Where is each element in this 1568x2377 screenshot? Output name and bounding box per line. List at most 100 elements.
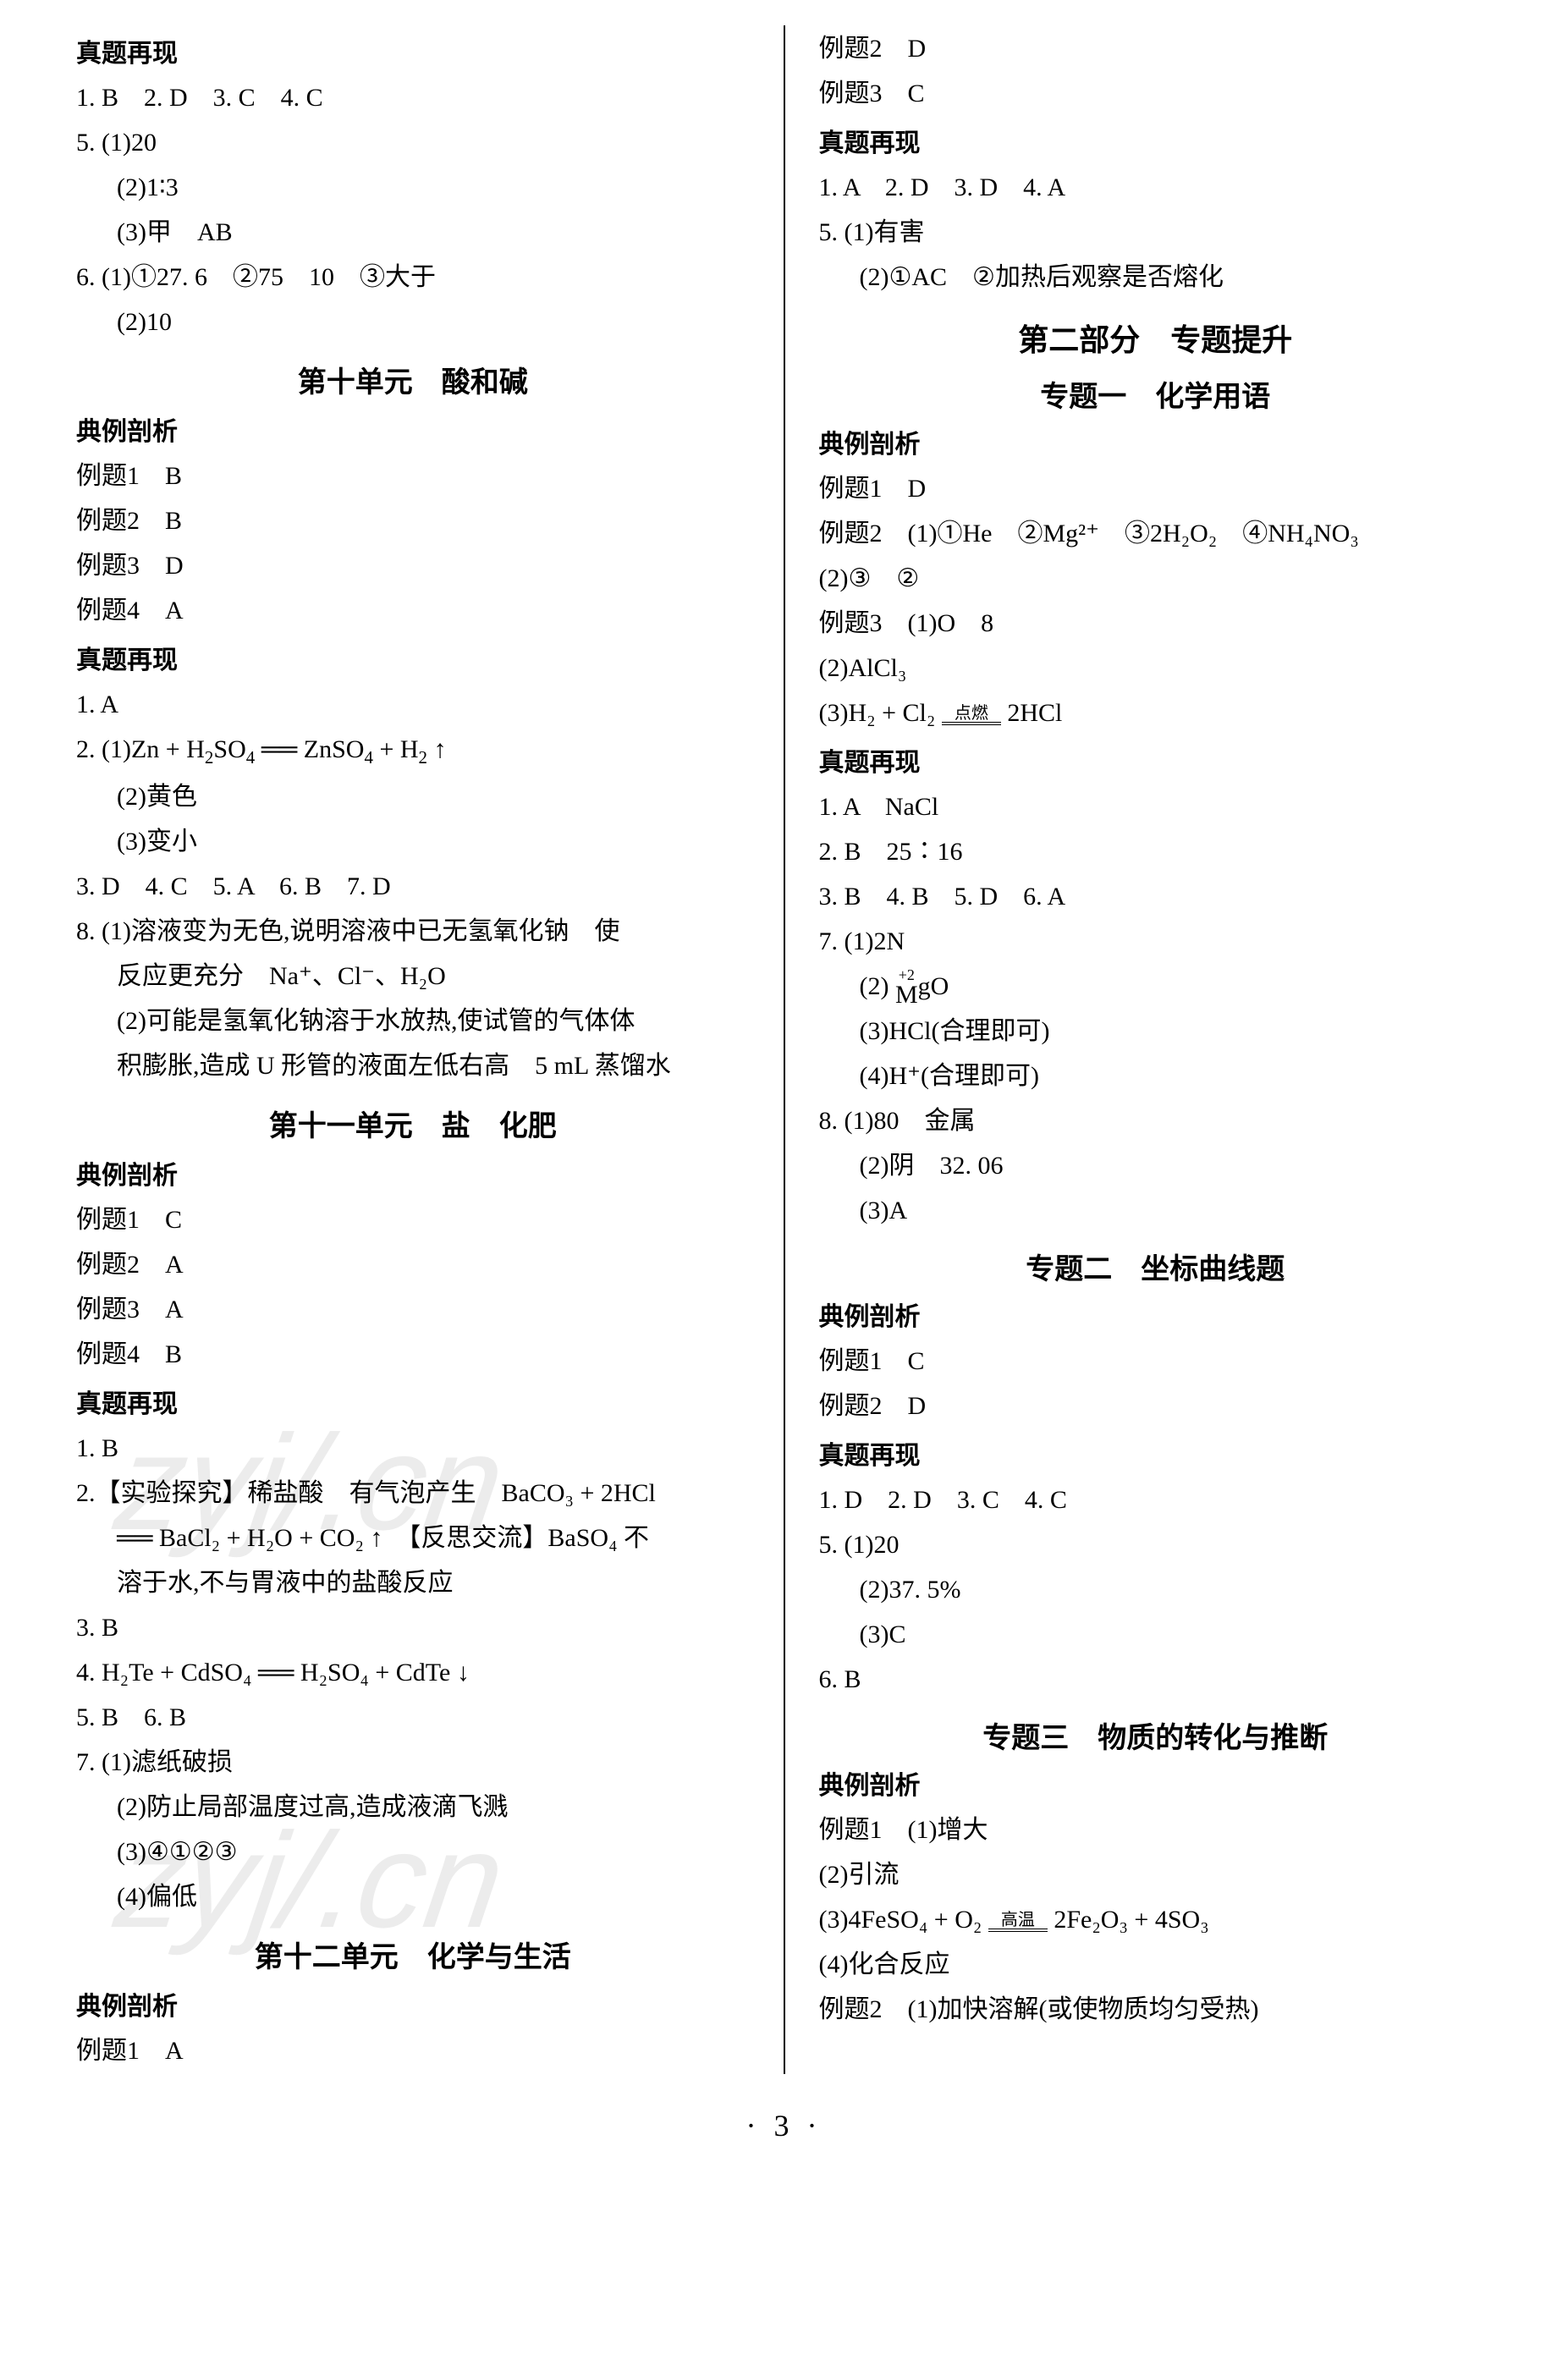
unit-title: 第十单元 酸和碱 (76, 359, 750, 400)
page-number: · 3 · (42, 2108, 1526, 2143)
example-line: 例题1 B (76, 454, 750, 498)
answer-line: 2. (1)Zn + H2SO4 ══ ZnSO4 + H2 ↑ (76, 728, 750, 773)
answer-line: 8. (1)80 金属 (819, 1099, 1493, 1142)
answer-line: 3. D 4. C 5. A 6. B 7. D (76, 865, 750, 908)
section-header: 典例剖析 (819, 1764, 1493, 1802)
section-header: 典例剖析 (76, 410, 750, 448)
example-line: 例题1 C (819, 1340, 1493, 1383)
eq-part: ══ ZnSO (255, 735, 364, 763)
answer-line: (2)黄色 (76, 775, 750, 818)
example-line: (3)H₂ + Cl₂ 点燃 2HCl (819, 691, 1493, 735)
example-line: 例题1 D (819, 467, 1493, 510)
answer-line: 4. H₂Te + CdSO₄ ══ H₂SO₄ + CdTe ↓ (76, 1651, 750, 1694)
answer-line: 7. (1)2N (819, 920, 1493, 963)
answer-line: 2.【实验探究】稀盐酸 有气泡产生 BaCO₃ + 2HCl (76, 1472, 750, 1515)
answer-line: 1. D 2. D 3. C 4. C (819, 1478, 1493, 1521)
answer-line: 5. B 6. B (76, 1696, 750, 1739)
section-header: 典例剖析 (819, 1296, 1493, 1333)
answer-line: (2)10 (76, 300, 750, 344)
section-header: 真题再现 (819, 1434, 1493, 1472)
answer-line: (3)A (819, 1189, 1493, 1232)
answer-line: ══ BaCl₂ + H₂O + CO₂ ↑ 【反思交流】BaSO₄ 不 (76, 1516, 750, 1560)
eq-part: (3)H₂ + Cl₂ (819, 699, 936, 727)
answer-line: (2)可能是氢氧化钠溶于水放热,使试管的气体体 (76, 999, 750, 1043)
topic-title: 专题三 物质的转化与推断 (819, 1714, 1493, 1756)
answer-line: (3)④①②③ (76, 1830, 750, 1874)
example-line: (2)③ ② (819, 557, 1493, 600)
example-line: 例题2 A (76, 1243, 750, 1286)
example-line: 例题1 C (76, 1198, 750, 1241)
answer-line: (3)HCl(合理即可) (819, 1010, 1493, 1053)
example-line: 例题2 D (819, 1384, 1493, 1428)
answer-line: 5. (1)20 (819, 1523, 1493, 1566)
topic-title: 专题一 化学用语 (819, 373, 1493, 415)
example-line: 例题2 D (819, 27, 1493, 70)
unit-title: 第十二单元 化学与生活 (76, 1934, 750, 1975)
example-line: 例题1 A (76, 2029, 750, 2072)
answer-line: 溶于水,不与胃液中的盐酸反应 (76, 1561, 750, 1604)
answer-line: 1. A 2. D 3. D 4. A (819, 166, 1493, 209)
answer-line: 5. (1)20 (76, 121, 750, 164)
answer-line: (3)C (819, 1613, 1493, 1656)
section-header: 真题再现 (76, 1383, 750, 1420)
reaction-arrow: 点燃 (942, 705, 1001, 725)
answer-line: (2) +2MgO (819, 965, 1493, 1008)
section-header: 典例剖析 (76, 1154, 750, 1191)
page-columns: 真题再现 1. B 2. D 3. C 4. C 5. (1)20 (2)1∶3… (42, 25, 1526, 2074)
answer-line: (2)1∶3 (76, 166, 750, 209)
arrow-label: 点燃 (942, 705, 1001, 722)
example-line: 例题4 A (76, 589, 750, 632)
example-line: 例题3 C (819, 72, 1493, 115)
example-line: 例题2 B (76, 499, 750, 542)
example-line: 例题3 A (76, 1288, 750, 1331)
example-line: 例题2 (1)①He ②Mg²⁺ ③2H₂O₂ ④NH₄NO₃ (819, 512, 1493, 555)
eq-part: 2Fe₂O₃ + 4SO₃ (1054, 1906, 1208, 1934)
eq-part: ↑ (427, 735, 447, 763)
answer-line: 5. (1)有害 (819, 211, 1493, 254)
example-line: (4)化合反应 (819, 1943, 1493, 1986)
answer-line: 反应更充分 Na⁺、Cl⁻、H₂O (76, 955, 750, 998)
oxidation-state: +2M (895, 967, 918, 1008)
unit-title: 第十一单元 盐 化肥 (76, 1103, 750, 1144)
example-line: 例题1 (1)增大 (819, 1808, 1493, 1852)
answer-line: (4)H⁺(合理即可) (819, 1054, 1493, 1098)
example-line: 例题4 B (76, 1333, 750, 1376)
answer-line: 1. A (76, 683, 750, 726)
answer-line: 6. B (819, 1658, 1493, 1701)
example-line: 例题2 (1)加快溶解(或使物质均匀受热) (819, 1988, 1493, 2031)
answer-line: 2. B 25∶16 (819, 830, 1493, 873)
answer-line: 7. (1)滤纸破损 (76, 1741, 750, 1784)
answer-line: 1. B (76, 1427, 750, 1470)
answer-line: (2)阴 32. 06 (819, 1144, 1493, 1187)
answer-line: (2)①AC ②加热后观察是否熔化 (819, 256, 1493, 299)
right-column: 例题2 D 例题3 C 真题再现 1. A 2. D 3. D 4. A 5. … (785, 25, 1527, 2074)
eq-part: (3)4FeSO₄ + O₂ (819, 1906, 982, 1934)
answer-line: 6. (1)①27. 6 ②75 10 ③大于 (76, 256, 750, 299)
eq-part: 2. (1)Zn + H (76, 735, 205, 763)
answer-line: 积膨胀,造成 U 形管的液面左低右高 5 mL 蒸馏水 (76, 1044, 750, 1087)
section-header: 真题再现 (76, 639, 750, 676)
example-line: (2)AlCl₃ (819, 647, 1493, 690)
example-line: 例题3 D (76, 544, 750, 587)
section-header: 典例剖析 (819, 423, 1493, 460)
answer-line: 3. B (76, 1606, 750, 1649)
topic-title: 专题二 坐标曲线题 (819, 1246, 1493, 1287)
answer-line: 1. A NaCl (819, 785, 1493, 828)
oxidation-top: +2 (895, 967, 918, 982)
answer-line: 3. B 4. B 5. D 6. A (819, 875, 1493, 918)
example-line: (2)引流 (819, 1853, 1493, 1896)
section-header: 真题再现 (819, 122, 1493, 159)
eq-part: + H (373, 735, 419, 763)
eq-part: 2HCl (1007, 699, 1062, 727)
part-title: 第二部分 专题提升 (819, 316, 1493, 360)
section-header: 典例剖析 (76, 1985, 750, 2022)
answer-line: 8. (1)溶液变为无色,说明溶液中已无氢氧化钠 使 (76, 910, 750, 953)
section-header: 真题再现 (819, 741, 1493, 779)
answer-line: (2)37. 5% (819, 1568, 1493, 1611)
answer-line: (3)甲 AB (76, 211, 750, 254)
answer-line: (3)变小 (76, 820, 750, 863)
arrow-label: 高温 (988, 1912, 1048, 1929)
example-line: 例题3 (1)O 8 (819, 602, 1493, 645)
answer-line: (4)偏低 (76, 1875, 750, 1918)
answer-line: (2)防止局部温度过高,造成液滴飞溅 (76, 1786, 750, 1829)
